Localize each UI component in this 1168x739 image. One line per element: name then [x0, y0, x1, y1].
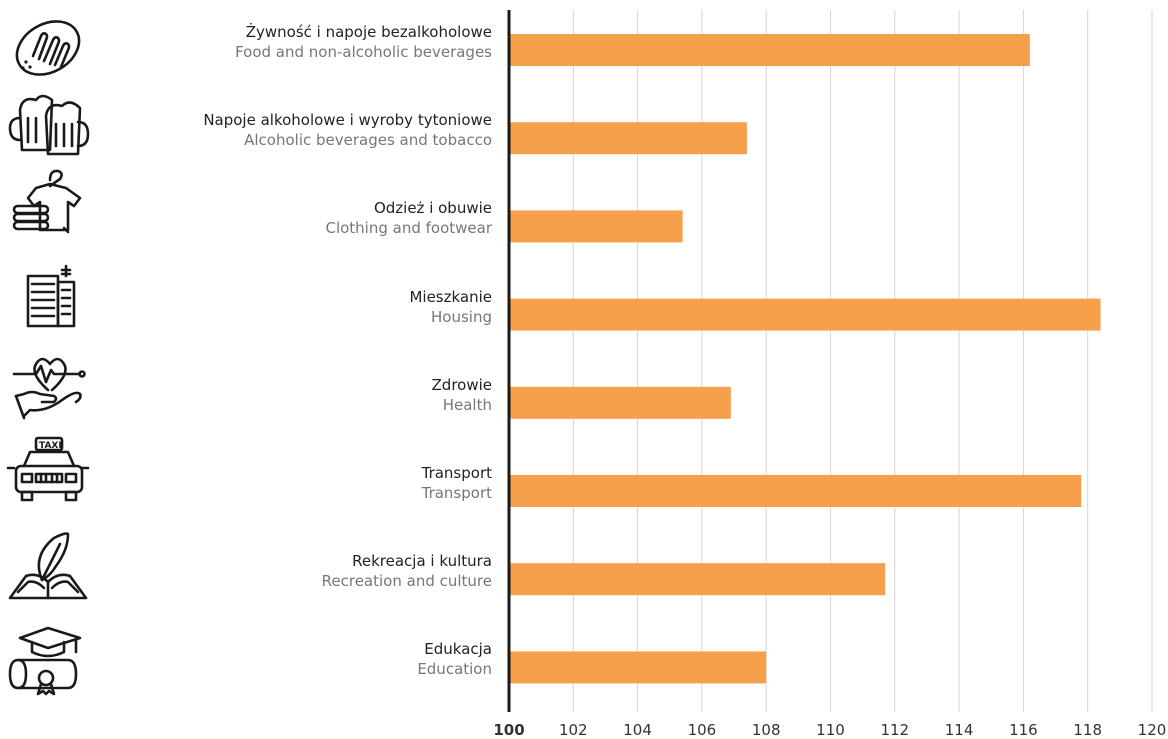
- bar: [509, 34, 1030, 66]
- category-label-en: Clothing and footwear: [325, 219, 492, 238]
- category-label: Transport Transport: [422, 463, 492, 503]
- x-tick-label: 116: [1009, 721, 1038, 739]
- category-label-pl: Rekreacja i kultura: [352, 552, 492, 571]
- category-label-pl: Edukacja: [424, 640, 492, 659]
- gridlines: [572, 10, 1153, 712]
- x-tick-label: 102: [559, 721, 588, 739]
- category-label-pl: Żywność i napoje bezalkoholowe: [245, 23, 492, 41]
- beer-mugs-icon: [6, 88, 90, 160]
- bars: [509, 34, 1101, 684]
- category-label: Mieszkanie Housing: [409, 287, 492, 327]
- category-label-en: Alcoholic beverages and tobacco: [244, 131, 492, 150]
- category-label-pl: Transport: [421, 464, 492, 482]
- category-label-pl: Odzież i obuwie: [373, 199, 492, 218]
- clothing-icon: [6, 166, 90, 238]
- health-icon: [6, 350, 90, 422]
- x-tick-label: 118: [1073, 721, 1102, 739]
- x-axis-ticks: 100 102 104 106 108 110 112 114 116 118 120: [493, 721, 1166, 739]
- category-label-en: Food and non-alcoholic beverages: [235, 43, 492, 61]
- bar: [509, 563, 886, 596]
- bread-icon: [6, 12, 90, 84]
- category-label: Napoje alkoholowe i wyroby tytoniowe Alco…: [203, 110, 492, 150]
- x-tick-label: 120: [1138, 721, 1167, 739]
- bar: [509, 122, 747, 155]
- category-label: Edukacja Education: [417, 639, 492, 679]
- x-tick-label: 112: [880, 721, 909, 739]
- bar: [509, 298, 1101, 331]
- category-label: Żywność i napoje bezalkoholowe Food and n…: [235, 22, 492, 62]
- bar: [509, 651, 767, 684]
- category-label: Rekreacja i kultura Recreation and cultur…: [322, 551, 492, 591]
- category-label-en: Recreation and culture: [321, 572, 492, 591]
- bar: [509, 386, 731, 419]
- graduation-icon: [6, 624, 90, 696]
- category-label: Zdrowie Health: [432, 375, 492, 415]
- category-label-en: Housing: [431, 307, 492, 326]
- taxi-icon: TAXI: [6, 434, 90, 506]
- category-label-pl: Mieszkanie: [409, 287, 492, 306]
- svg-text:TAXI: TAXI: [39, 441, 62, 451]
- bar: [509, 210, 683, 243]
- building-icon: [6, 262, 90, 334]
- x-tick-label: 108: [752, 721, 781, 739]
- category-label-pl: Napoje alkoholowe i wyroby tytoniowe: [203, 111, 492, 130]
- x-tick-label: 106: [688, 721, 717, 739]
- x-tick-label: 100: [493, 721, 524, 739]
- x-tick-label: 114: [945, 721, 974, 739]
- category-label-en: Education: [417, 660, 492, 679]
- category-label-en: Health: [442, 395, 492, 414]
- x-tick-label: 104: [623, 721, 652, 739]
- category-label-pl: Zdrowie: [431, 375, 492, 394]
- book-feather-icon: [6, 530, 90, 602]
- x-tick-label: 110: [816, 721, 845, 739]
- category-label: Odzież i obuwie Clothing and footwear: [325, 198, 492, 238]
- bar: [509, 475, 1082, 507]
- category-label-en: Transport: [421, 484, 492, 502]
